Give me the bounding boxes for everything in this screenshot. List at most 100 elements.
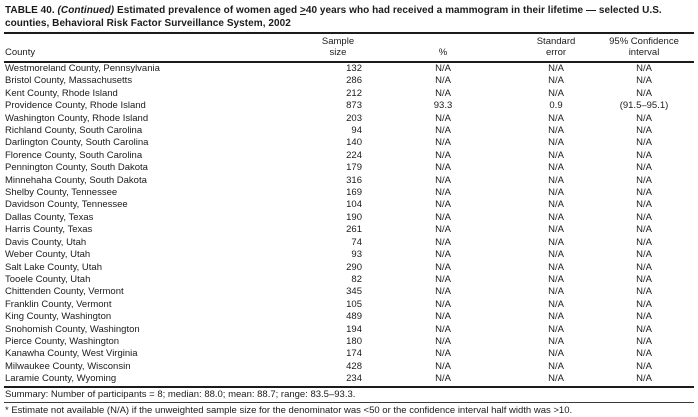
percent-cell: N/A bbox=[435, 112, 451, 124]
county-cell: Davis County, Utah bbox=[5, 236, 87, 248]
se-header-line2: error bbox=[545, 46, 567, 58]
table-row: Pierce County, Washington 180 N/A N/A N/… bbox=[4, 336, 694, 348]
standard-error-cell: N/A bbox=[548, 112, 564, 124]
sample-size-cell: 203 bbox=[346, 112, 362, 124]
standard-error-cell: N/A bbox=[548, 348, 564, 360]
sample-size-cell: 212 bbox=[346, 87, 362, 99]
county-cell: Minnehaha County, South Dakota bbox=[5, 174, 147, 186]
summary-line: Summary: Number of participants = 8; med… bbox=[4, 388, 694, 403]
sample-size-cell: 174 bbox=[346, 348, 362, 360]
table-row: Florence County, South Carolina 224 N/A … bbox=[4, 150, 694, 162]
table-row: Laramie County, Wyoming 234 N/A N/A N/A bbox=[4, 373, 694, 388]
county-cell: Westmoreland County, Pennsylvania bbox=[5, 63, 160, 74]
confidence-interval-cell: N/A bbox=[636, 199, 652, 211]
sample-header-line2: size bbox=[329, 46, 347, 58]
sample-size-cell: 873 bbox=[346, 100, 362, 112]
county-cell: Laramie County, Wyoming bbox=[4, 373, 308, 388]
sample-size-cell: 179 bbox=[346, 162, 362, 174]
percent-cell: N/A bbox=[435, 360, 451, 372]
percent-cell: N/A bbox=[435, 286, 451, 298]
prevalence-table: County Sample size % Standard error 95% Co… bbox=[4, 34, 694, 388]
confidence-interval-cell: (91.5–95.1) bbox=[619, 100, 669, 112]
table-title-label: TABLE 40. bbox=[5, 5, 58, 16]
standard-error-cell: N/A bbox=[548, 87, 564, 99]
table-row: Kent County, Rhode Island 212 N/A N/A N/… bbox=[4, 88, 694, 100]
table-row: Dallas County, Texas 190 N/A N/A N/A bbox=[4, 212, 694, 224]
standard-error-cell: N/A bbox=[548, 199, 564, 211]
table-row: Davidson County, Tennessee 104 N/A N/A N… bbox=[4, 199, 694, 211]
percent-cell: N/A bbox=[435, 224, 451, 236]
sample-size-cell: 224 bbox=[346, 149, 362, 161]
county-cell: Dallas County, Texas bbox=[5, 211, 94, 223]
standard-error-cell: N/A bbox=[548, 286, 564, 298]
greater-equal-symbol: > bbox=[299, 5, 306, 16]
sample-size-cell: 190 bbox=[346, 211, 362, 223]
standard-error-cell: N/A bbox=[548, 273, 564, 285]
confidence-interval-cell: N/A bbox=[636, 112, 652, 124]
standard-error-cell: N/A bbox=[548, 298, 564, 310]
column-header-percent: % bbox=[368, 34, 518, 63]
ci-header-line2: interval bbox=[628, 46, 660, 58]
sample-size-cell: 94 bbox=[351, 125, 362, 137]
county-cell: Snohomish County, Washington bbox=[5, 323, 140, 335]
standard-error-cell: N/A bbox=[548, 174, 564, 186]
county-cell: Davidson County, Tennessee bbox=[5, 199, 128, 211]
sample-header-line1: Sample bbox=[321, 36, 355, 47]
percent-cell: N/A bbox=[435, 75, 451, 87]
sample-size-cell: 180 bbox=[346, 335, 362, 347]
percent-cell: N/A bbox=[435, 87, 451, 99]
percent-cell: N/A bbox=[435, 311, 451, 323]
confidence-interval-cell: N/A bbox=[636, 236, 652, 248]
confidence-interval-cell: N/A bbox=[636, 211, 652, 223]
county-cell: Franklin County, Vermont bbox=[5, 298, 112, 310]
standard-error-cell: N/A bbox=[548, 224, 564, 236]
standard-error-cell: N/A bbox=[548, 63, 564, 74]
confidence-interval-cell: N/A bbox=[636, 335, 652, 347]
county-cell: Kent County, Rhode Island bbox=[5, 87, 118, 99]
percent-cell: N/A bbox=[435, 149, 451, 161]
confidence-interval-cell: N/A bbox=[594, 373, 694, 388]
confidence-interval-cell: N/A bbox=[636, 174, 652, 186]
county-cell: Salt Lake County, Utah bbox=[5, 261, 102, 273]
sample-size-cell: 194 bbox=[346, 323, 362, 335]
confidence-interval-cell: N/A bbox=[636, 348, 652, 360]
ci-header-line1: 95% Confidence bbox=[609, 36, 679, 47]
county-cell: Pierce County, Washington bbox=[5, 335, 120, 347]
table-title-continued: (Continued) bbox=[57, 5, 115, 16]
footnote: * Estimate not available (N/A) if the un… bbox=[5, 405, 573, 417]
percent-cell: N/A bbox=[435, 298, 451, 310]
sample-size-cell: 290 bbox=[346, 261, 362, 273]
table-row: Snohomish County, Washington 194 N/A N/A… bbox=[4, 324, 694, 336]
percent-cell: N/A bbox=[435, 162, 451, 174]
confidence-interval-cell: N/A bbox=[636, 87, 652, 99]
table-row: Harris County, Texas 261 N/A N/A N/A bbox=[4, 224, 694, 236]
percent-cell: N/A bbox=[435, 335, 451, 347]
confidence-interval-cell: N/A bbox=[636, 360, 652, 372]
county-cell: Milwaukee County, Wisconsin bbox=[5, 360, 131, 372]
table-row: Davis County, Utah 74 N/A N/A N/A bbox=[4, 237, 694, 249]
percent-cell: N/A bbox=[435, 348, 451, 360]
sample-size-cell: 93 bbox=[351, 249, 362, 261]
county-cell: Chittenden County, Vermont bbox=[5, 286, 124, 298]
standard-error-cell: N/A bbox=[518, 373, 594, 388]
standard-error-cell: N/A bbox=[548, 249, 564, 261]
percent-cell: N/A bbox=[435, 63, 451, 74]
table-row: Minnehaha County, South Dakota 316 N/A N… bbox=[4, 175, 694, 187]
table-row: Westmoreland County, Pennsylvania 132 N/… bbox=[4, 62, 694, 75]
table-title-text: Estimated prevalence of women aged bbox=[114, 5, 300, 16]
table-row: Pennington County, South Dakota 179 N/A … bbox=[4, 162, 694, 174]
standard-error-cell: N/A bbox=[548, 187, 564, 199]
percent-cell: N/A bbox=[435, 211, 451, 223]
county-cell: Providence County, Rhode Island bbox=[5, 100, 146, 112]
column-header-sample-size: Sample size bbox=[308, 34, 368, 63]
table-row: Chittenden County, Vermont 345 N/A N/A N… bbox=[4, 286, 694, 298]
table-row: Franklin County, Vermont 105 N/A N/A N/A bbox=[4, 299, 694, 311]
county-cell: Shelby County, Tennessee bbox=[5, 187, 118, 199]
standard-error-cell: N/A bbox=[548, 360, 564, 372]
table-body: Westmoreland County, Pennsylvania 132 N/… bbox=[4, 62, 694, 388]
standard-error-cell: 0.9 bbox=[549, 100, 563, 112]
percent-cell: N/A bbox=[435, 273, 451, 285]
standard-error-cell: N/A bbox=[548, 125, 564, 137]
confidence-interval-cell: N/A bbox=[636, 149, 652, 161]
